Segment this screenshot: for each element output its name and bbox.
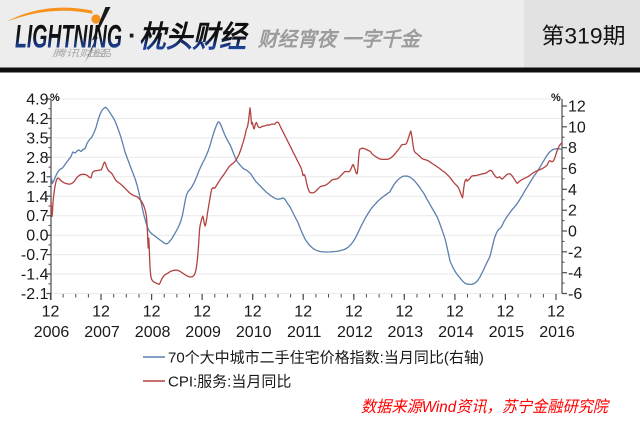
svg-text:-4: -4 — [568, 265, 582, 282]
svg-text:2016: 2016 — [539, 324, 575, 341]
svg-text:0.0: 0.0 — [26, 228, 48, 245]
svg-text:12: 12 — [42, 304, 60, 321]
svg-text:4.2: 4.2 — [26, 111, 48, 128]
svg-text:12: 12 — [345, 304, 363, 321]
svg-text:2.8: 2.8 — [26, 150, 48, 167]
svg-text:70个大中城市二手住宅价格指数:当月同比(右轴): 70个大中城市二手住宅价格指数:当月同比(右轴) — [168, 350, 484, 367]
svg-text:12: 12 — [547, 304, 565, 321]
svg-text:%: % — [551, 92, 561, 104]
svg-text:腾讯财经: 腾讯财经 — [52, 49, 108, 60]
svg-text:12: 12 — [143, 304, 161, 321]
svg-text:2007: 2007 — [84, 324, 120, 341]
svg-text:12: 12 — [244, 304, 262, 321]
svg-text:12: 12 — [193, 304, 211, 321]
svg-text:-2.1: -2.1 — [21, 286, 49, 303]
svg-text:4: 4 — [568, 182, 577, 199]
svg-text:2013: 2013 — [388, 324, 424, 341]
svg-text:3.5: 3.5 — [26, 130, 48, 147]
svg-text:12: 12 — [497, 304, 515, 321]
svg-text:2009: 2009 — [185, 324, 221, 341]
svg-text:2014: 2014 — [438, 324, 474, 341]
svg-text:4.9: 4.9 — [26, 92, 48, 109]
svg-text:%: % — [50, 92, 60, 104]
svg-text:12: 12 — [92, 304, 110, 321]
svg-text:12: 12 — [294, 304, 312, 321]
svg-text:0.7: 0.7 — [26, 208, 48, 225]
svg-text:12: 12 — [395, 304, 413, 321]
svg-text:1.4: 1.4 — [26, 189, 48, 206]
svg-text:0: 0 — [568, 224, 577, 241]
svg-text:-0.7: -0.7 — [21, 247, 49, 264]
svg-text:-2: -2 — [568, 244, 582, 261]
svg-text:-1.4: -1.4 — [21, 267, 49, 284]
svg-text:第319期: 第319期 — [542, 24, 626, 49]
svg-text:6: 6 — [568, 161, 577, 178]
svg-text:CPI:服务:当月同比: CPI:服务:当月同比 — [168, 374, 291, 391]
svg-text:12: 12 — [446, 304, 464, 321]
svg-text:·: · — [128, 20, 137, 50]
svg-text:财经宵夜 一字千金: 财经宵夜 一字千金 — [257, 28, 423, 51]
svg-text:12: 12 — [568, 99, 586, 116]
svg-text:2015: 2015 — [489, 324, 525, 341]
svg-text:枕头财经: 枕头财经 — [139, 21, 250, 54]
svg-text:出品: 出品 — [88, 49, 112, 60]
svg-text:2012: 2012 — [337, 324, 373, 341]
svg-text:2: 2 — [568, 203, 577, 220]
svg-text:2011: 2011 — [287, 324, 322, 341]
svg-text:LIGHTNING: LIGHTNING — [15, 19, 122, 55]
svg-text:8: 8 — [568, 140, 577, 157]
svg-text:10: 10 — [568, 119, 586, 136]
svg-text:2.1: 2.1 — [26, 169, 48, 186]
svg-text:数据来源Wind资讯，苏宁金融研究院: 数据来源Wind资讯，苏宁金融研究院 — [361, 398, 611, 416]
svg-text:2010: 2010 — [236, 324, 272, 341]
svg-text:2006: 2006 — [34, 324, 70, 341]
svg-text:-6: -6 — [568, 286, 582, 303]
svg-text:2008: 2008 — [135, 324, 171, 341]
